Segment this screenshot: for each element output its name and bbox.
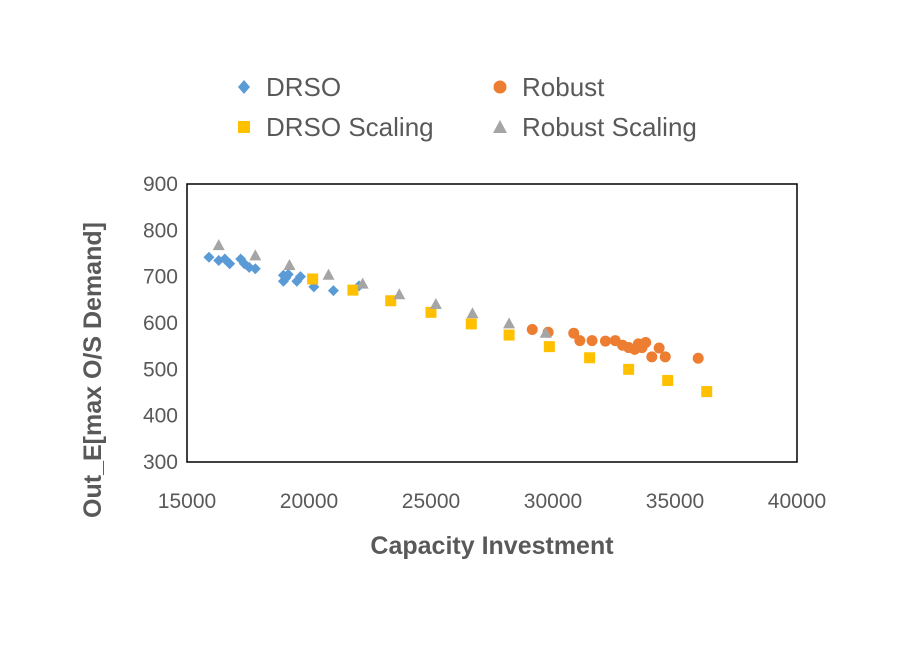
point-drso-scaling	[385, 295, 397, 307]
x-tick-label: 15000	[158, 490, 216, 513]
point-drso-scaling	[465, 318, 477, 330]
point-robust-scaling	[283, 259, 296, 271]
x-axis-ticks: 15000 20000 25000 30000 35000 40000	[158, 490, 826, 513]
point-drso	[282, 268, 294, 280]
point-robust-scaling	[466, 307, 479, 319]
point-robust	[526, 323, 538, 335]
legend-marker-robust-scaling	[493, 120, 507, 133]
point-robust	[568, 327, 580, 339]
y-tick-label: 500	[143, 358, 178, 381]
point-drso	[327, 285, 339, 297]
x-tick-label: 40000	[768, 490, 826, 513]
point-robust	[692, 352, 704, 364]
point-robust	[599, 335, 611, 347]
x-tick-label: 20000	[280, 490, 338, 513]
point-drso-scaling	[503, 329, 515, 341]
point-robust	[659, 351, 671, 363]
point-robust-scaling	[322, 268, 335, 280]
legend-label-drso-scaling: DRSO Scaling	[266, 112, 434, 142]
point-robust	[574, 335, 586, 347]
point-drso-scaling	[307, 273, 319, 285]
point-robust-scaling	[393, 288, 406, 300]
point-drso-scaling	[543, 341, 555, 353]
point-drso	[249, 263, 261, 275]
point-robust-scaling	[503, 317, 516, 329]
legend-entry-drso-scaling: DRSO Scaling	[238, 112, 434, 142]
point-robust	[646, 351, 658, 363]
point-robust	[640, 336, 652, 348]
legend-entry-robust: Robust	[493, 72, 605, 102]
legend: DRSO Robust DRSO Scaling Robust Scaling	[238, 72, 697, 142]
point-robust	[653, 342, 665, 354]
x-tick-label: 30000	[524, 490, 582, 513]
legend-label-drso: DRSO	[266, 72, 341, 102]
point-robust-scaling	[539, 326, 552, 338]
point-drso	[203, 251, 215, 263]
point-robust-scaling	[212, 239, 225, 251]
point-drso-scaling	[623, 363, 635, 375]
point-robust-scaling	[249, 249, 262, 261]
point-drso	[294, 271, 306, 283]
point-robust	[586, 335, 598, 347]
y-tick-label: 700	[143, 266, 178, 289]
point-robust-scaling	[429, 297, 442, 309]
point-drso-scaling	[584, 352, 596, 364]
x-axis-title: Capacity Investment	[370, 532, 614, 560]
point-robust-scaling	[356, 277, 369, 289]
point-drso	[224, 258, 236, 270]
legend-marker-robust	[493, 80, 507, 94]
legend-label-robust: Robust	[522, 72, 605, 102]
plot-area	[186, 183, 798, 463]
x-tick-label: 35000	[646, 490, 704, 513]
legend-marker-drso	[238, 80, 250, 94]
y-tick-label: 800	[143, 219, 178, 242]
point-drso-scaling	[701, 386, 713, 398]
y-tick-label: 400	[143, 405, 178, 428]
y-tick-label: 600	[143, 312, 178, 335]
data-points	[203, 239, 713, 398]
legend-label-robust-scaling: Robust Scaling	[522, 112, 697, 142]
x-tick-label: 25000	[402, 490, 460, 513]
point-drso-scaling	[347, 284, 359, 296]
y-tick-label: 300	[143, 451, 178, 474]
y-tick-label: 900	[143, 173, 178, 196]
point-drso-scaling	[662, 374, 674, 386]
legend-entry-robust-scaling: Robust Scaling	[493, 112, 697, 142]
legend-entry-drso: DRSO	[238, 72, 341, 102]
y-axis-ticks: 300 400 500 600 700 800 900	[143, 173, 178, 474]
point-drso-scaling	[425, 306, 437, 318]
y-axis-title: Out_E[max O/S Demand]	[79, 222, 107, 518]
legend-marker-drso-scaling	[238, 121, 250, 133]
